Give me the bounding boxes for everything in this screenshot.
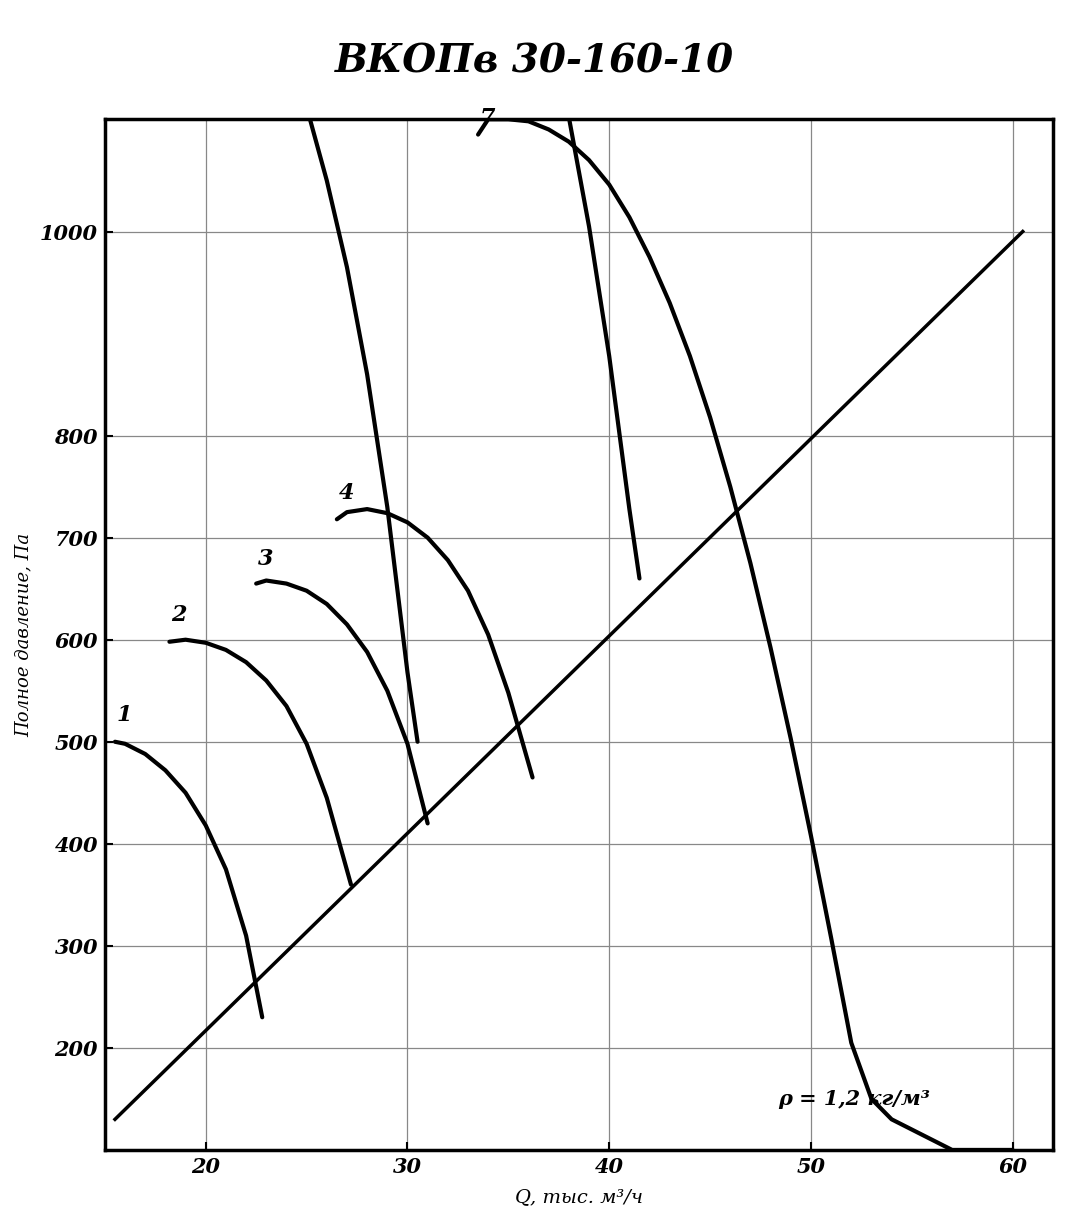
- Text: ρ = 1,2 кг/м³: ρ = 1,2 кг/м³: [779, 1089, 930, 1109]
- Text: 2: 2: [172, 604, 187, 626]
- Text: ВКОПв 30-160-10: ВКОПв 30-160-10: [334, 43, 734, 81]
- Text: 7: 7: [481, 107, 496, 129]
- Text: 1: 1: [117, 705, 132, 726]
- X-axis label: Q, тыс. м³/ч: Q, тыс. м³/ч: [515, 1188, 643, 1206]
- Text: 3: 3: [258, 548, 273, 570]
- Y-axis label: Полное давление, Па: Полное давление, Па: [15, 532, 33, 736]
- Text: 4: 4: [339, 482, 355, 504]
